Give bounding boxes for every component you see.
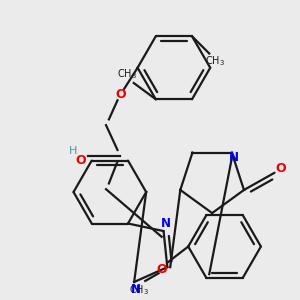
Text: O: O bbox=[76, 154, 86, 167]
Text: N: N bbox=[160, 217, 170, 230]
Text: N: N bbox=[131, 283, 141, 296]
Text: CH$_3$: CH$_3$ bbox=[205, 54, 225, 68]
Text: N: N bbox=[229, 151, 239, 164]
Text: H: H bbox=[68, 146, 77, 156]
Text: O: O bbox=[115, 88, 126, 101]
Text: O: O bbox=[275, 162, 286, 176]
Text: O: O bbox=[156, 263, 167, 276]
Text: CH$_3$: CH$_3$ bbox=[128, 284, 148, 297]
Text: CH$_3$: CH$_3$ bbox=[117, 68, 137, 81]
